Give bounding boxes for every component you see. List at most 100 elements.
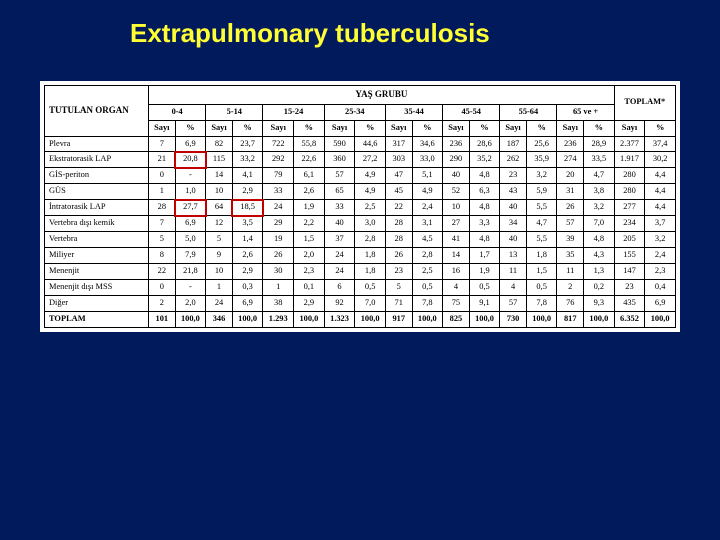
- cell: 5,5: [526, 200, 557, 216]
- cell: 33,0: [412, 152, 443, 168]
- cell: 44,6: [355, 136, 386, 152]
- pct-header: %: [175, 120, 206, 136]
- cell: 2,4: [645, 247, 676, 263]
- cell: 23: [614, 279, 645, 295]
- cell: 303: [385, 152, 412, 168]
- cell: 79: [263, 168, 294, 184]
- cell: 40: [500, 232, 527, 248]
- cell: 64: [206, 200, 233, 216]
- cell: 47: [385, 168, 412, 184]
- cell: 4: [443, 279, 470, 295]
- cell: 7: [149, 136, 176, 152]
- organ-header: TUTULAN ORGAN: [45, 86, 149, 137]
- age-group-header: YAŞ GRUBU: [149, 86, 615, 105]
- cell: 4,1: [232, 168, 263, 184]
- total-cell: 730: [500, 311, 527, 327]
- cell: 0,5: [355, 279, 386, 295]
- cell: 33: [324, 200, 355, 216]
- cell: 7,0: [355, 295, 386, 311]
- cell: 2,9: [232, 263, 263, 279]
- cell: 1,7: [469, 247, 500, 263]
- cell: -: [175, 279, 206, 295]
- cell: 45: [385, 184, 412, 200]
- age-group-6: 55-64: [500, 104, 557, 120]
- cell: 24: [263, 200, 294, 216]
- cell: 34,6: [412, 136, 443, 152]
- cell: 35,9: [526, 152, 557, 168]
- cell: 5,0: [175, 232, 206, 248]
- cell: 4: [500, 279, 527, 295]
- cell: 38: [263, 295, 294, 311]
- cell: 3,2: [584, 200, 615, 216]
- cell: 4,4: [645, 200, 676, 216]
- cell: 65: [324, 184, 355, 200]
- cell: 4,7: [584, 168, 615, 184]
- cell: 28,6: [469, 136, 500, 152]
- cell: 360: [324, 152, 355, 168]
- cell: 10: [206, 184, 233, 200]
- cell: 2,9: [294, 295, 325, 311]
- cell: 236: [557, 136, 584, 152]
- cell: 292: [263, 152, 294, 168]
- cell: 2,3: [294, 263, 325, 279]
- cell: 1: [149, 184, 176, 200]
- cell: 2,6: [294, 184, 325, 200]
- cell: 4,9: [355, 168, 386, 184]
- cell: 6,9: [645, 295, 676, 311]
- row-label: GİS-periton: [45, 168, 149, 184]
- cell: 43: [500, 184, 527, 200]
- total-cell: 100,0: [294, 311, 325, 327]
- row-label: Plevra: [45, 136, 149, 152]
- cell: 1,0: [175, 184, 206, 200]
- cell: 7: [149, 216, 176, 232]
- cell: 21: [149, 152, 176, 168]
- total-cell: 100,0: [526, 311, 557, 327]
- cell: 1,3: [584, 263, 615, 279]
- pct-header: %: [412, 120, 443, 136]
- cell: 2,6: [232, 247, 263, 263]
- cell: 24: [324, 263, 355, 279]
- cell: 28: [385, 216, 412, 232]
- cell: 40: [500, 200, 527, 216]
- cell: 6,9: [175, 216, 206, 232]
- cell: 1,9: [294, 200, 325, 216]
- cell: 0: [149, 168, 176, 184]
- cell: 24: [206, 295, 233, 311]
- table-row: Ekstratorasik LAP2120,811533,229222,6360…: [45, 152, 676, 168]
- total-cell: 100,0: [469, 311, 500, 327]
- cell: 722: [263, 136, 294, 152]
- cell: 0,4: [645, 279, 676, 295]
- cell: 2,5: [355, 200, 386, 216]
- cell: 82: [206, 136, 233, 152]
- row-label: Ekstratorasik LAP: [45, 152, 149, 168]
- cell: 3,5: [232, 216, 263, 232]
- age-group-0: 0-4: [149, 104, 206, 120]
- cell: 1,5: [526, 263, 557, 279]
- cell: 1,8: [355, 263, 386, 279]
- cell: 37: [324, 232, 355, 248]
- cell: 7,8: [412, 295, 443, 311]
- cell: 7,0: [584, 216, 615, 232]
- total-cell: 1.293: [263, 311, 294, 327]
- cell: 4,8: [469, 168, 500, 184]
- cell: 2,2: [294, 216, 325, 232]
- total-cell: 100,0: [355, 311, 386, 327]
- cell: 30,2: [645, 152, 676, 168]
- cell: 3,8: [584, 184, 615, 200]
- cell: 2: [557, 279, 584, 295]
- cell: 52: [443, 184, 470, 200]
- cell: 262: [500, 152, 527, 168]
- pct-header: %: [355, 120, 386, 136]
- cell: 0: [149, 279, 176, 295]
- cell: 0,5: [526, 279, 557, 295]
- cell: 35,2: [469, 152, 500, 168]
- cell: 317: [385, 136, 412, 152]
- cell: 4,8: [469, 200, 500, 216]
- pct-header: %: [584, 120, 615, 136]
- cell: 234: [614, 216, 645, 232]
- cell: 22,6: [294, 152, 325, 168]
- cell: 92: [324, 295, 355, 311]
- cell: 26: [385, 247, 412, 263]
- cell: 3,0: [355, 216, 386, 232]
- table-row: GÜS11,0102,9332,6654,9454,9526,3435,9313…: [45, 184, 676, 200]
